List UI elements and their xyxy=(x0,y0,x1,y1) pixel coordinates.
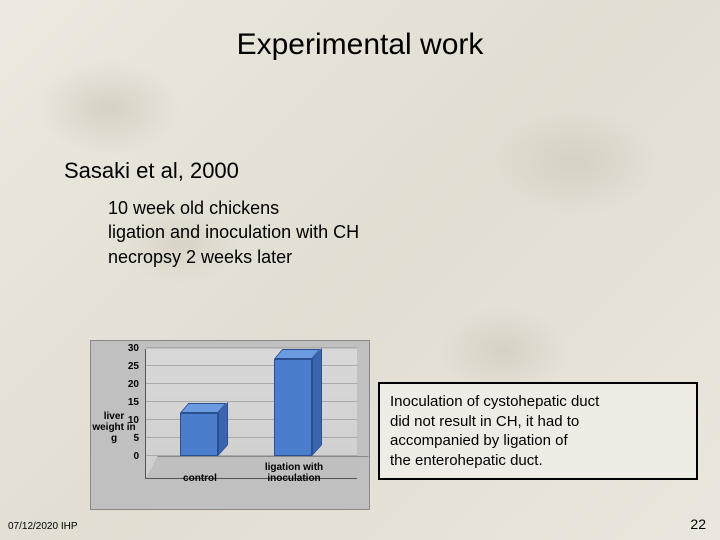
annotation-box: Inoculation of cystohepatic duct did not… xyxy=(378,382,698,480)
grid-line xyxy=(146,455,357,456)
grid-line xyxy=(146,419,357,420)
grid-line xyxy=(146,401,357,402)
y-tick: 30 xyxy=(115,343,139,354)
footer-date: 07/12/2020 IHP xyxy=(8,521,78,532)
chart-plot-area: control ligation with inoculation xyxy=(145,349,357,479)
bullet-item: ligation and inoculation with CH xyxy=(108,220,359,244)
bullet-item: necropsy 2 weeks later xyxy=(108,245,359,269)
x-label: control xyxy=(170,473,230,484)
bullet-item: 10 week old chickens xyxy=(108,196,359,220)
grid-line xyxy=(146,383,357,384)
grid-line xyxy=(146,437,357,438)
grid-line xyxy=(146,347,357,348)
y-tick: 25 xyxy=(115,361,139,372)
grid-line xyxy=(146,365,357,366)
y-tick: 5 xyxy=(115,433,139,444)
y-tick: 0 xyxy=(115,451,139,462)
page-title: Experimental work xyxy=(0,28,720,62)
y-tick: 15 xyxy=(115,397,139,408)
y-tick: 10 xyxy=(115,415,139,426)
page-number: 22 xyxy=(690,516,706,532)
bar-chart: liver weight in g control ligation with … xyxy=(90,340,370,510)
y-tick: 20 xyxy=(115,379,139,390)
bullet-list: 10 week old chickens ligation and inocul… xyxy=(108,196,359,269)
citation: Sasaki et al, 2000 xyxy=(64,158,239,184)
x-label: ligation with inoculation xyxy=(254,462,334,484)
